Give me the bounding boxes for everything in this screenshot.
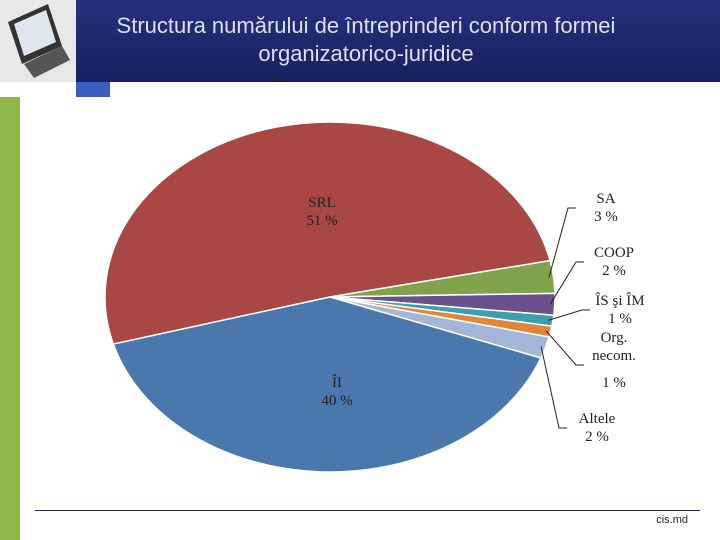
slice-value: 40 % <box>321 393 353 409</box>
icon <box>0 0 76 82</box>
slice-value: 3 % <box>594 209 618 225</box>
pie-slice <box>104 121 552 345</box>
leader-line <box>548 207 576 278</box>
slice-value: 2 % <box>602 263 626 279</box>
slice-name: SA <box>596 191 616 207</box>
pie-slice <box>112 296 542 473</box>
accent-square <box>76 82 110 97</box>
slice-name: ÎI <box>332 375 342 391</box>
slice-value: 1 % <box>602 375 626 391</box>
slide-title: Structura numărului de întreprinderi con… <box>116 13 616 66</box>
slice-name: ÎS şi ÎM <box>595 293 645 309</box>
slice-name: SRL <box>308 195 336 211</box>
slice-name: Org. necom. <box>592 330 636 364</box>
footer-text: cis.md <box>656 514 688 526</box>
slice-name: COOP <box>593 245 635 261</box>
slice-name: Altele <box>578 411 616 427</box>
slice-value: 2 % <box>585 429 609 445</box>
slice-value: 51 % <box>306 213 338 229</box>
header-band <box>76 0 720 82</box>
leader-line <box>548 309 590 321</box>
footer-line <box>35 510 700 511</box>
side-bar <box>0 97 20 540</box>
slice-value: 1 % <box>608 311 632 327</box>
leader-line <box>549 261 584 305</box>
leader-line <box>540 346 567 429</box>
leader-line <box>545 330 584 366</box>
